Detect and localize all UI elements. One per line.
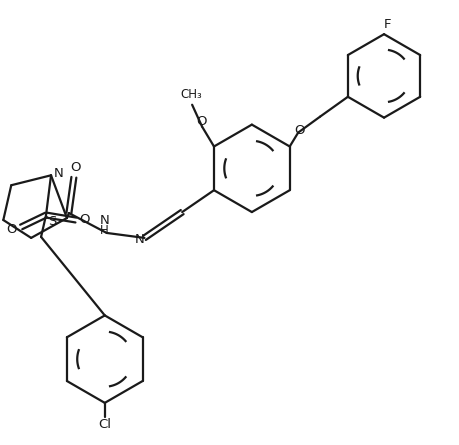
Text: CH₃: CH₃ xyxy=(180,88,202,101)
Text: O: O xyxy=(196,115,207,128)
Text: N: N xyxy=(54,167,64,180)
Text: Cl: Cl xyxy=(98,418,111,431)
Text: S: S xyxy=(48,214,56,227)
Text: N: N xyxy=(134,233,144,247)
Text: F: F xyxy=(383,18,391,31)
Text: O: O xyxy=(79,213,90,226)
Text: O: O xyxy=(294,124,304,137)
Text: O: O xyxy=(71,161,81,174)
Text: H: H xyxy=(101,224,109,238)
Text: O: O xyxy=(6,223,17,236)
Text: N: N xyxy=(100,214,110,227)
